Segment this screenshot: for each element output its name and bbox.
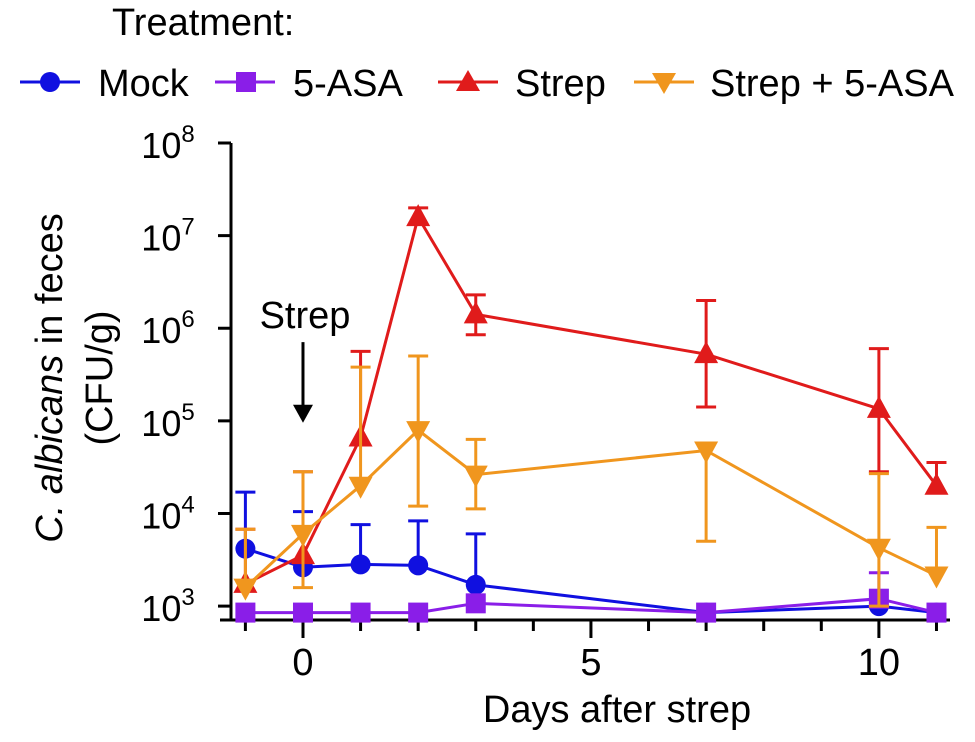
data-point [924,566,949,589]
legend-item-strep: Strep [438,63,606,105]
x-axis-title: Days after strep [483,689,751,731]
legend-item-strep-5-asa: Strep + 5-ASA [634,63,955,105]
data-point [406,204,431,227]
y-tick-label: 107 [141,214,194,259]
legend-label-mock: Mock [98,63,190,105]
data-point [694,341,719,364]
data-point [463,465,488,488]
data-point [350,602,371,623]
series-strep-5-asa [233,354,949,608]
y-axis-title-units: (CFU/g) [79,310,121,445]
y-tick-label: 104 [141,491,194,536]
data-point [292,602,313,623]
legend: Mock 5-ASA Strep Strep + 5-ASA [20,63,955,105]
legend-marker-5-asa [236,72,256,92]
data-point [290,524,315,547]
series-line [245,597,937,615]
legend-label-strep-5-asa: Strep + 5-ASA [710,63,955,105]
data-point [348,476,373,499]
data-point [696,602,717,623]
data-point [465,574,486,595]
data-point [866,395,891,418]
data-point [408,555,429,576]
strep-annotation-label: Strep [260,295,351,337]
legend-marker-strep [456,70,480,91]
data-point [408,602,429,623]
x-tick-label: 5 [580,642,601,684]
data-point [926,602,947,623]
series-strep [233,204,949,593]
data-point [406,421,431,444]
x-ticks: 0 5 10 [243,620,938,684]
legend-marker-mock [40,72,60,92]
x-tick-label: 0 [292,642,313,684]
legend-marker-strep-5-asa [652,73,676,94]
y-axis-title-italic: C. albicans [29,355,71,543]
strep-annotation-arrowhead [292,404,313,423]
y-tick-label: 106 [141,306,194,351]
data-point [465,593,486,614]
y-axis-title: C. albicans in feces [29,213,71,543]
legend-title: Treatment: [112,2,294,44]
legend-label-strep: Strep [515,63,606,105]
y-axis-title-rest: in feces [29,213,71,355]
data-point [233,578,258,601]
data-point [350,554,371,575]
data-point [235,602,256,623]
data-point [866,538,891,561]
data-point [924,472,949,495]
legend-item-mock: Mock [20,63,190,105]
y-tick-label: 105 [141,399,194,444]
y-ticks: 103 104 105 106 107 108 [141,121,231,629]
series-layer [233,204,949,623]
series-line [244,213,938,586]
data-point [694,441,719,464]
series-5-asa [235,571,947,623]
legend-label-5-asa: 5-ASA [293,63,403,105]
y-tick-label: 103 [141,584,194,629]
data-point [463,301,488,324]
legend-item-5-asa: 5-ASA [215,63,403,105]
x-tick-label: 10 [858,642,900,684]
y-tick-label: 108 [141,121,194,166]
